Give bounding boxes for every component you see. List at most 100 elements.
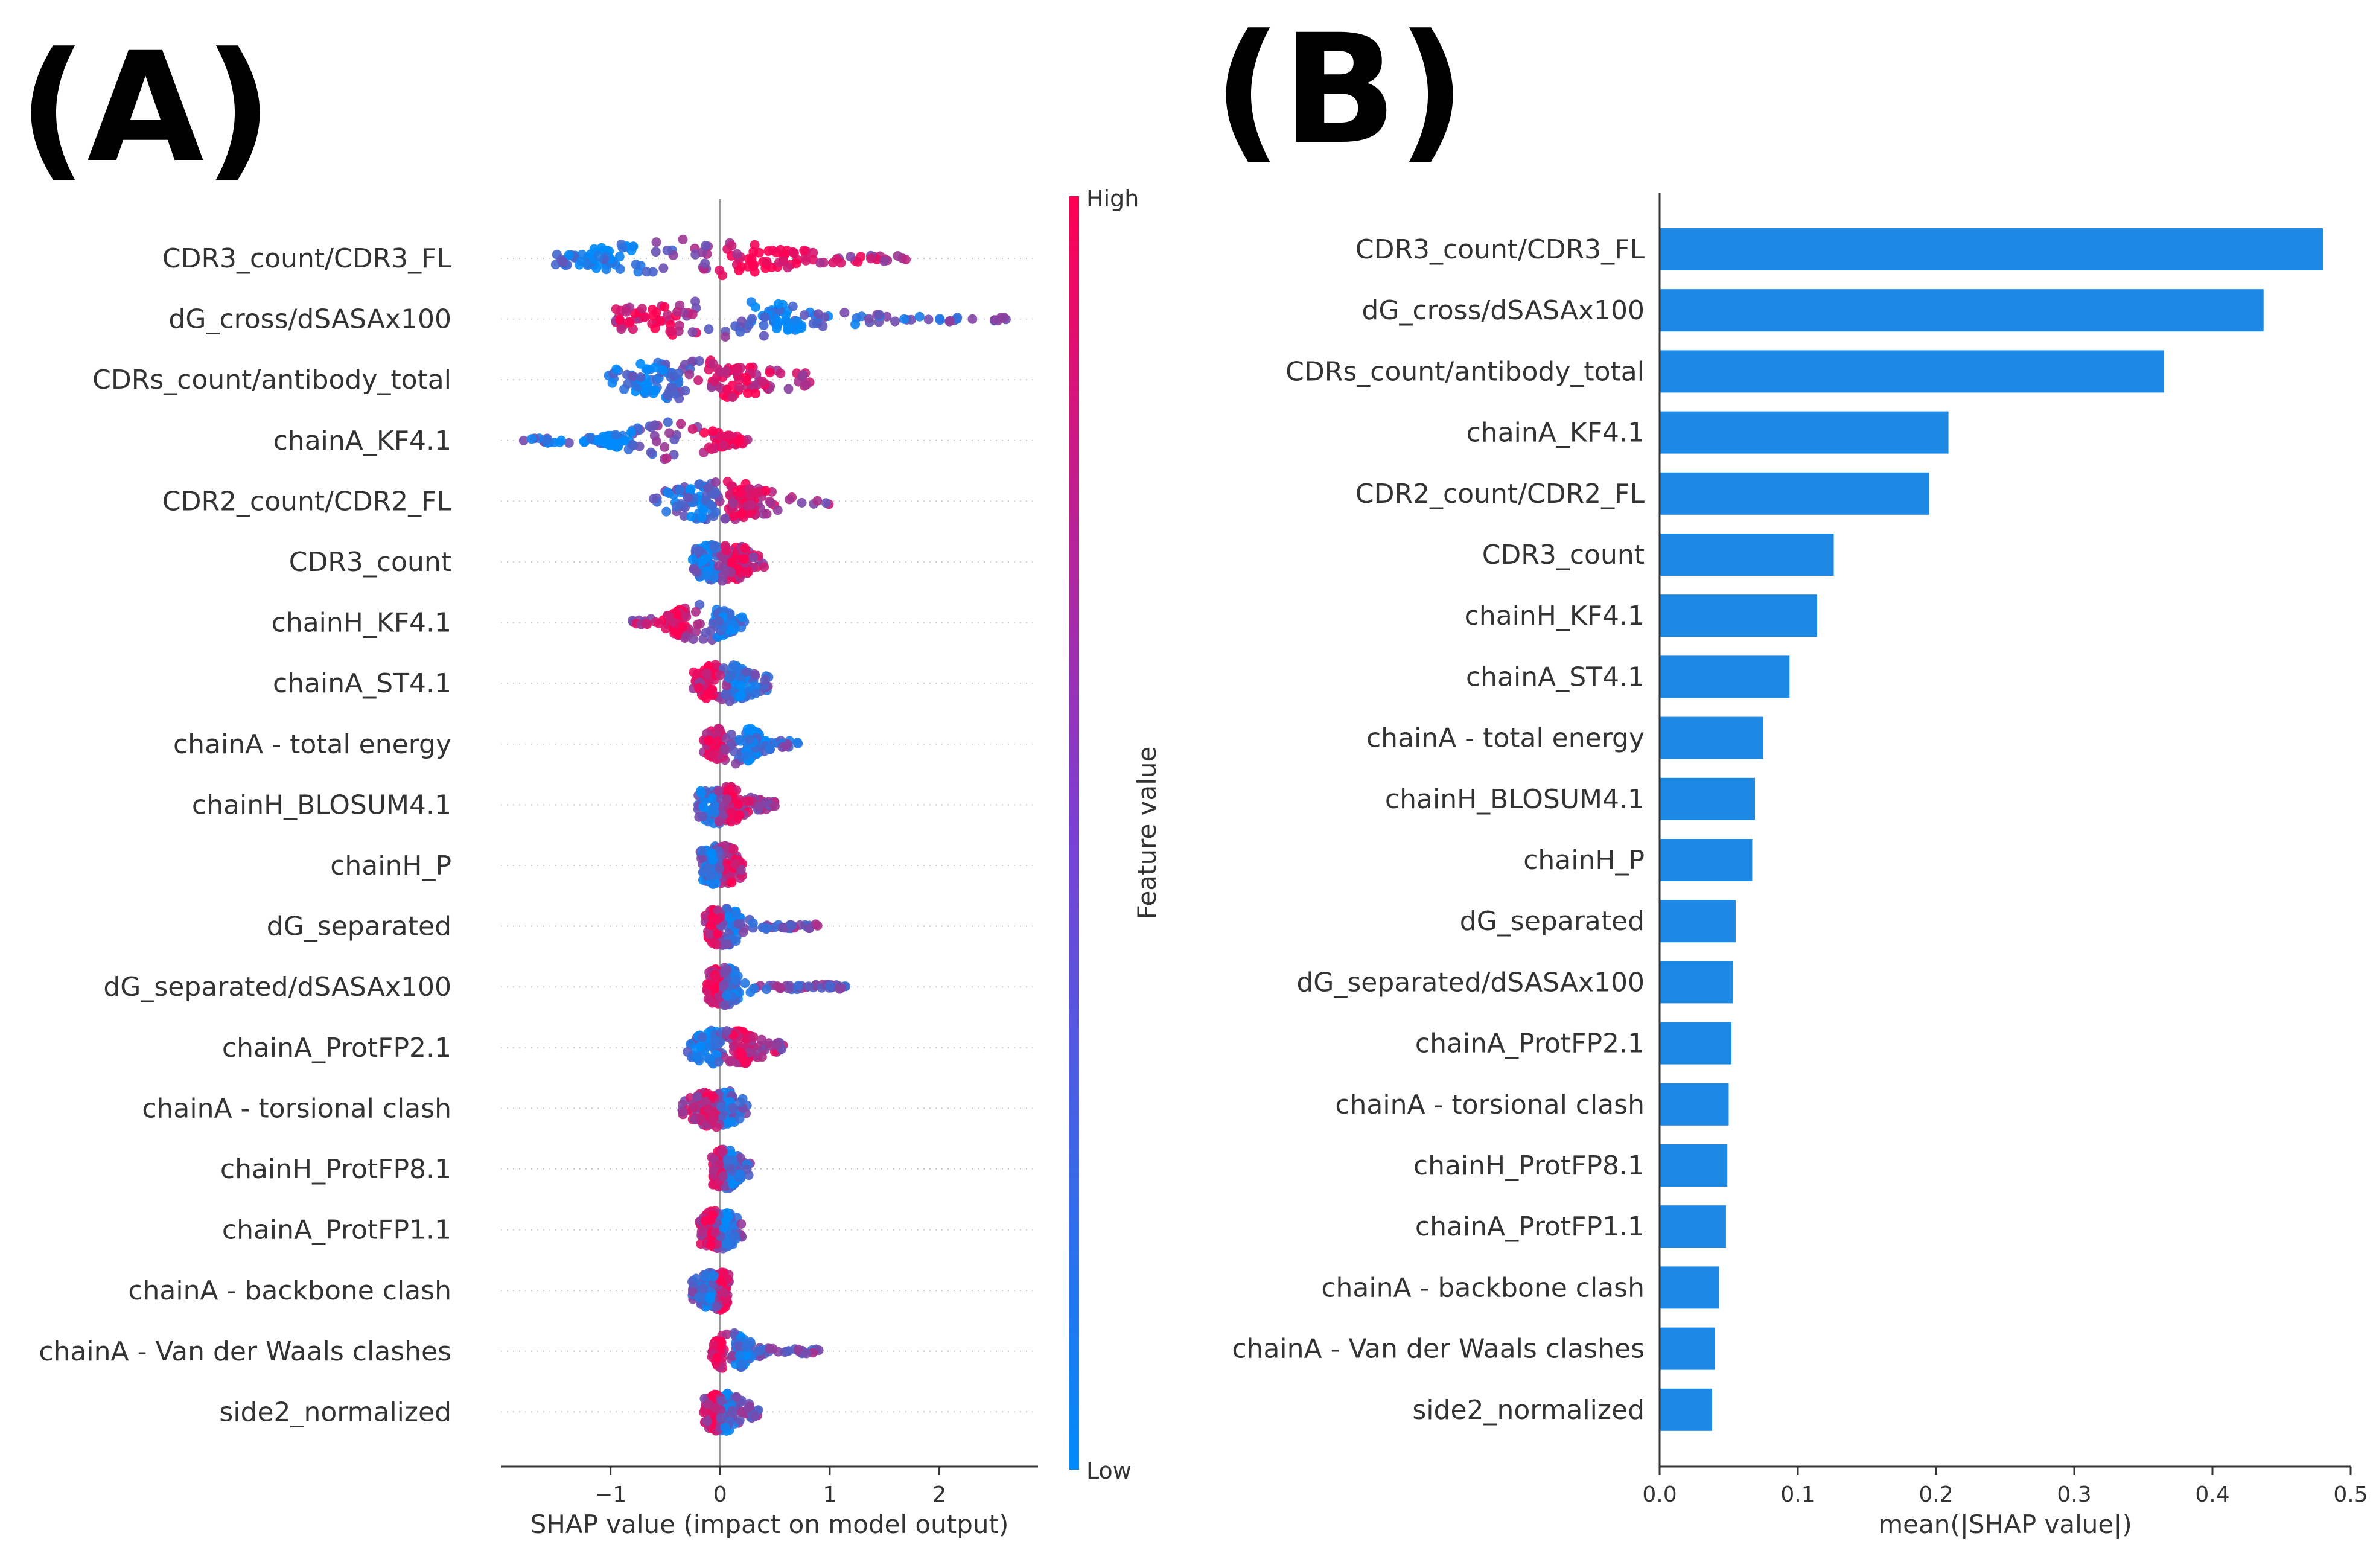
shap-point	[699, 427, 709, 438]
shap-point	[769, 801, 780, 811]
shap-point	[669, 626, 680, 636]
shap-point	[689, 564, 699, 574]
shap-point	[707, 855, 718, 865]
shap-point	[783, 1346, 794, 1356]
shap-point	[710, 507, 721, 517]
shap-point	[635, 372, 646, 382]
shap-point	[589, 244, 599, 254]
shap-point	[890, 316, 900, 327]
shap-point	[761, 798, 771, 808]
shap-point	[698, 811, 707, 821]
shap-point	[678, 1107, 688, 1117]
shap-point	[619, 436, 629, 446]
shap-point	[707, 1091, 718, 1101]
feature-label: CDR3_count/CDR3_FL	[162, 243, 452, 274]
shap-point	[768, 245, 778, 255]
bar-category-label: chainA - torsional clash	[1335, 1089, 1645, 1120]
shap-point	[760, 312, 770, 322]
shap-point	[707, 1391, 718, 1401]
shap-point	[740, 978, 750, 988]
shap-point	[799, 246, 809, 256]
shap-point	[724, 1162, 734, 1173]
shap-point	[654, 618, 664, 628]
shap-point	[781, 741, 791, 751]
shap-point	[739, 554, 749, 564]
shap-point	[703, 483, 713, 493]
shap-point	[728, 844, 738, 855]
shap-point	[846, 252, 856, 262]
shap-point	[808, 247, 818, 258]
shap-point	[722, 1155, 733, 1165]
shap-point	[839, 308, 850, 318]
shap-point	[722, 1329, 732, 1339]
shap-point	[797, 497, 807, 508]
shap-point	[864, 314, 874, 324]
shap-point	[623, 378, 633, 389]
bar	[1660, 534, 1834, 576]
shap-point	[725, 489, 735, 500]
feature-guide-lines	[501, 258, 1038, 1413]
bar	[1660, 1022, 1732, 1065]
shap-point	[564, 438, 574, 448]
shap-point	[801, 255, 811, 266]
shap-point	[705, 929, 715, 939]
bar	[1660, 1388, 1713, 1431]
shap-point	[712, 736, 722, 746]
shap-point	[713, 786, 724, 796]
shap-point	[611, 364, 622, 374]
shap-point	[705, 626, 716, 636]
bar-category-label: chainA_KF4.1	[1467, 418, 1645, 448]
shap-point	[622, 307, 632, 317]
shap-point	[697, 512, 707, 523]
shap-point	[700, 258, 710, 269]
shap-point	[766, 498, 776, 508]
shap-point	[694, 1292, 704, 1302]
shap-point	[695, 1041, 705, 1051]
shap-point	[772, 981, 783, 992]
shap-point	[696, 1114, 706, 1124]
shap-point	[793, 981, 803, 991]
shap-point	[772, 1039, 782, 1050]
shap-point	[684, 369, 695, 380]
shap-point	[705, 1293, 715, 1304]
shap-point	[676, 419, 686, 429]
shap-point	[707, 426, 718, 436]
shap-point	[733, 799, 743, 809]
shap-point	[648, 267, 658, 277]
shap-point	[726, 730, 736, 739]
shap-point	[736, 509, 747, 519]
shap-point	[736, 690, 747, 700]
bar	[1660, 289, 2264, 332]
shap-point	[866, 253, 876, 264]
shap-point	[762, 923, 772, 933]
shap-point	[680, 386, 690, 396]
shap-point	[697, 846, 707, 856]
shap-point	[678, 234, 688, 244]
shap-point	[720, 514, 730, 524]
shap-point	[731, 936, 741, 946]
shap-point	[527, 434, 537, 444]
feature-label: CDRs_count/antibody_total	[92, 365, 451, 395]
colorbar-high-label: High	[1086, 185, 1139, 212]
shap-point	[664, 428, 675, 438]
shap-point	[672, 609, 682, 619]
shap-point	[808, 319, 818, 329]
shap-point	[742, 501, 753, 511]
shap-point	[743, 1403, 753, 1413]
feature-label: CDR2_count/CDR2_FL	[162, 486, 452, 517]
shap-point	[737, 1359, 747, 1369]
shap-point	[677, 622, 687, 633]
shap-point	[728, 1179, 738, 1189]
shap-point	[734, 1169, 745, 1179]
shap-point	[710, 376, 719, 386]
x-tick-label: 1	[823, 1482, 836, 1507]
shap-point	[727, 808, 737, 818]
shap-point	[707, 1115, 717, 1126]
shap-point	[728, 1351, 738, 1361]
shap-point	[899, 314, 909, 324]
shap-point	[650, 385, 660, 395]
shap-point	[783, 263, 793, 273]
shap-point	[744, 253, 754, 264]
shap-point	[593, 251, 604, 261]
